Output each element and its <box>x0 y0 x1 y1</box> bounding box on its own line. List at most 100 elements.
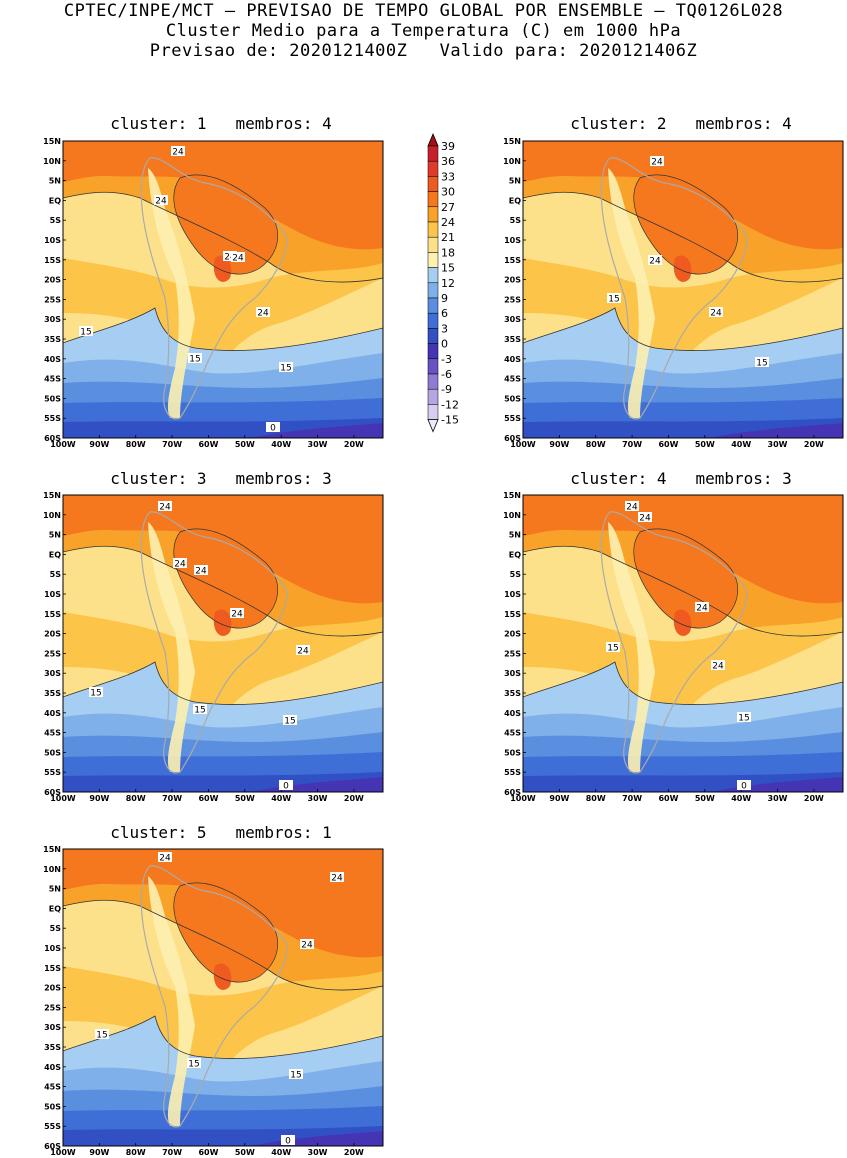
lat-label: 35S <box>44 689 61 698</box>
contour-label: 24 <box>638 512 652 524</box>
svg-text:24: 24 <box>710 309 722 319</box>
contour-label: 24 <box>154 195 168 207</box>
colorbar-label: -6 <box>441 368 452 381</box>
lat-label: 25S <box>504 295 521 304</box>
panel-title-3: cluster: 3 membros: 3 <box>110 469 332 488</box>
map-panel-4: 15N 10N 5N EQ 5S 10S 15S 20S 25S 30S 35S 40S 45S 50S 5… <box>490 491 847 804</box>
colorbar-label: -15 <box>441 414 459 427</box>
contour-label: 15 <box>279 362 293 374</box>
svg-text:15: 15 <box>608 295 619 305</box>
lat-label: 55S <box>44 1122 61 1131</box>
lon-label: 80W <box>586 440 606 449</box>
lat-label: 50S <box>44 1102 61 1111</box>
lat-label: 10S <box>44 236 61 245</box>
lat-label: 30S <box>44 315 61 324</box>
colorbar-swatch <box>427 312 439 329</box>
colorbar-bottom-arrow <box>427 419 439 433</box>
lat-label: 5S <box>50 216 62 225</box>
contour-label: 15 <box>89 687 103 699</box>
contour-label: 24 <box>194 565 208 577</box>
lon-label: 50W <box>695 794 715 803</box>
lon-label: 20W <box>804 794 824 803</box>
lon-label: 90W <box>89 1148 109 1157</box>
svg-text:24: 24 <box>231 610 243 620</box>
lat-label: 50S <box>44 394 61 403</box>
colorbar-swatch <box>427 388 439 405</box>
lon-label: 20W <box>804 440 824 449</box>
contour-label: 24 <box>711 660 725 672</box>
lon-label: 100W <box>50 1148 76 1157</box>
panel-title-4: cluster: 4 membros: 3 <box>570 469 792 488</box>
lon-label: 50W <box>235 1148 255 1157</box>
map-panel-3: 15N 10N 5N EQ 5S 10S 15S 20S 25S 30S 35S 40S 45S 50S 5… <box>30 491 390 804</box>
svg-text:15: 15 <box>189 355 200 365</box>
svg-text:24: 24 <box>297 647 309 657</box>
colorbar-label: 30 <box>441 186 455 199</box>
colorbar-label: 15 <box>441 262 455 275</box>
lat-label: EQ <box>509 550 521 559</box>
lat-label: 20S <box>44 630 61 639</box>
lat-label: 35S <box>504 335 521 344</box>
lat-label: 5N <box>49 177 61 186</box>
contour-label: 0 <box>281 1135 295 1147</box>
contour-label: 15 <box>188 353 202 365</box>
contour-label: 24 <box>709 307 723 319</box>
lon-label: 70W <box>622 440 642 449</box>
colorbar-swatch <box>427 236 439 253</box>
lon-label: 90W <box>549 440 569 449</box>
colorbar-label: 3 <box>441 322 448 335</box>
contour-label: 0 <box>279 780 293 792</box>
lat-label: 15S <box>504 256 521 265</box>
lon-label: 70W <box>622 794 642 803</box>
svg-text:24: 24 <box>301 941 313 951</box>
svg-text:15: 15 <box>280 364 291 374</box>
contour-label: 24 <box>330 872 344 884</box>
contour-label: 15 <box>289 1069 303 1081</box>
svg-text:24: 24 <box>159 503 171 513</box>
lon-label: 30W <box>768 794 788 803</box>
colorbar-swatch <box>427 252 439 268</box>
lon-label: 80W <box>586 794 606 803</box>
map-panel-1: 15N 10N 5N EQ 5S 10S 15S 20S 25S 30S 35S 40S 45S 50S 5… <box>30 137 390 450</box>
svg-text:24: 24 <box>651 158 663 168</box>
lat-label: 15N <box>503 137 521 146</box>
lat-label: 60S <box>44 434 61 443</box>
lat-label: 40S <box>44 1063 61 1072</box>
colorbar-label: 9 <box>441 292 448 305</box>
svg-text:0: 0 <box>283 782 289 792</box>
map-field <box>62 848 384 1147</box>
panel-title-1: cluster: 1 membros: 4 <box>110 114 332 133</box>
lat-label: 5S <box>50 570 62 579</box>
lat-label: 45S <box>504 375 521 384</box>
map-frame <box>62 140 384 439</box>
map-field <box>62 494 384 793</box>
lat-label: 5N <box>509 177 521 186</box>
lat-label: 35S <box>44 1043 61 1052</box>
lon-label: 60W <box>658 440 678 449</box>
lon-label: 60W <box>198 794 218 803</box>
svg-text:15: 15 <box>188 1060 199 1070</box>
lat-label: 10N <box>43 865 61 874</box>
lat-label: 10S <box>504 236 521 245</box>
lon-label: 30W <box>308 1148 328 1157</box>
lat-label: 40S <box>504 709 521 718</box>
lat-label: 60S <box>44 788 61 797</box>
lat-label: 45S <box>504 729 521 738</box>
colorbar-swatch <box>427 282 439 299</box>
contour-label: 24 <box>256 307 270 319</box>
svg-text:15: 15 <box>290 1071 301 1081</box>
contour-label: 15 <box>755 357 769 369</box>
lon-label: 100W <box>50 794 76 803</box>
lon-label: 60W <box>198 1148 218 1157</box>
contour-label: 24 <box>158 501 172 513</box>
contour-label: 24 <box>158 852 172 864</box>
lon-label: 70W <box>162 440 182 449</box>
colorbar-label: 33 <box>441 170 455 183</box>
lat-label: 45S <box>44 1083 61 1092</box>
lat-label: 35S <box>504 689 521 698</box>
lat-label: 60S <box>44 1142 61 1151</box>
contour-label: 24 <box>300 939 314 951</box>
contour-label: 15 <box>95 1029 109 1041</box>
lon-label: 30W <box>308 440 328 449</box>
lon-label: 50W <box>235 440 255 449</box>
